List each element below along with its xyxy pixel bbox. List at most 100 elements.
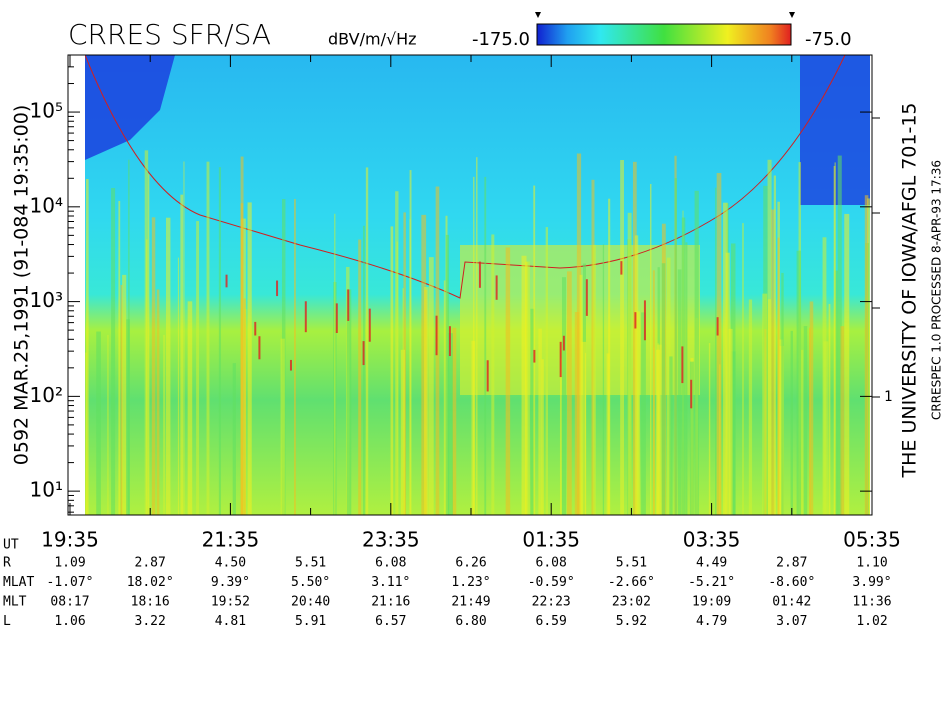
spectrogram-texture	[538, 328, 542, 515]
colorbar-min: -175.0	[472, 29, 530, 50]
spectrogram-texture	[677, 269, 682, 515]
spectrogram-texture	[652, 270, 655, 515]
spectrogram-texture	[335, 303, 338, 333]
spectrogram-texture	[762, 293, 768, 515]
ephemeris-value: -0.59°	[528, 575, 575, 590]
spectrogram-texture	[627, 212, 632, 515]
ephemeris-value: 4.79	[696, 614, 727, 629]
spectrogram-texture	[218, 167, 221, 515]
spectrogram-texture	[833, 165, 836, 515]
ephemeris-value: 21:49	[451, 595, 490, 610]
ephemeris-value: 19:52	[211, 595, 250, 610]
ephemeris-value: 1.09	[54, 556, 85, 571]
spectrogram-texture	[541, 359, 544, 515]
spectrogram-texture	[445, 234, 450, 515]
ephemeris-value: 1.10	[856, 556, 887, 571]
spectrogram-texture	[579, 274, 583, 515]
spectrogram-texture	[304, 301, 307, 333]
spectrogram-texture	[156, 289, 160, 515]
spectrogram-texture	[731, 243, 736, 515]
ephemeris-value: 01:42	[772, 595, 811, 610]
spectrogram-texture	[545, 227, 549, 515]
spectrogram-texture	[796, 250, 802, 515]
spectrogram-texture	[447, 333, 453, 515]
spectrogram-texture	[694, 190, 699, 515]
ephemeris-value: -1.07°	[47, 575, 94, 590]
ephemeris-value: 5.50°	[291, 575, 330, 590]
ephemeris-value: 6.57	[375, 614, 406, 629]
x-axis-title: UT	[3, 538, 19, 553]
spectrogram-texture	[725, 252, 730, 515]
spectrogram	[85, 55, 870, 515]
spectrogram-texture	[495, 275, 498, 300]
spectrogram-texture	[767, 299, 771, 515]
ephemeris-value: 4.49	[696, 556, 727, 571]
x-tick-label: 01:35	[522, 528, 580, 552]
ephemeris-value: 22:23	[532, 595, 571, 610]
spectrogram-texture	[666, 257, 671, 515]
spectrogram-texture	[294, 199, 296, 515]
ephemeris-value: 11:36	[852, 595, 891, 610]
ephemeris-value: 5.51	[616, 556, 647, 571]
spectrogram-texture	[559, 358, 562, 515]
spectrogram-texture	[180, 194, 184, 515]
spectrogram-texture	[148, 173, 150, 515]
spectrogram-texture	[289, 359, 292, 371]
ephemeris-value: 5.51	[295, 556, 326, 571]
spectrogram-texture	[748, 299, 753, 515]
ephemeris-value: -5.21°	[688, 575, 735, 590]
spectrogram-texture	[435, 315, 438, 356]
spectrogram-texture	[424, 287, 429, 515]
ephemeris-value: 9.39°	[211, 575, 250, 590]
spectrogram-texture	[823, 341, 829, 515]
ephemeris-value: 18:16	[131, 595, 170, 610]
spectrogram-texture	[254, 321, 257, 336]
y-tick-label: 10³	[30, 288, 63, 312]
spectrogram-texture	[773, 175, 776, 515]
spectrogram-texture	[177, 257, 179, 515]
x-tick-label: 21:35	[202, 528, 260, 552]
spectrogram-texture	[247, 202, 252, 515]
x-tick-label: 19:35	[41, 528, 99, 552]
spectrogram-texture	[358, 239, 362, 515]
x-tick-label: 03:35	[683, 528, 741, 552]
ephemeris-value: 4.50	[215, 556, 246, 571]
spectrogram-texture	[655, 349, 661, 515]
spectrogram-texture	[778, 339, 784, 515]
ephemeris-value: -8.60°	[768, 575, 815, 590]
spectrogram-texture	[107, 334, 109, 515]
spectrogram-texture	[834, 270, 839, 515]
spectrogram-texture	[144, 150, 149, 515]
spectrogram-texture	[566, 271, 572, 515]
ephemeris-value: 6.59	[536, 614, 567, 629]
spectrogram-texture	[243, 298, 246, 515]
ephemeris-value: 21:16	[371, 595, 410, 610]
spectrogram-texture	[533, 349, 536, 363]
spectrogram-texture	[674, 178, 677, 515]
spectrogram-texture	[471, 340, 476, 515]
spectrogram-texture	[187, 301, 193, 515]
spectrogram-texture	[592, 244, 596, 515]
spectrogram-texture	[96, 331, 101, 515]
spectrogram-texture	[346, 289, 352, 515]
spectrogram-texture	[777, 237, 780, 515]
spectrogram-texture	[561, 277, 567, 515]
ephemeris-value: 3.07	[776, 614, 807, 629]
spectrogram-texture	[484, 176, 487, 515]
spectrogram-texture	[828, 303, 831, 515]
x-tick-label: 05:35	[843, 528, 901, 552]
left-caption: 0592 MAR.25,1991 (91-084 19:35:00)	[11, 105, 33, 465]
spectrogram-texture	[128, 159, 130, 515]
spectrogram-texture	[809, 301, 814, 515]
spectrogram-texture	[276, 280, 279, 297]
right-caption-2: CRRESPEC 1.0 PROCESSED 8-APR-93 17:36	[930, 160, 944, 420]
ephemeris-value: 4.81	[215, 614, 246, 629]
spectrogram-texture	[476, 157, 478, 515]
spectrogram-texture	[334, 213, 336, 515]
spectrogram-texture	[715, 187, 717, 515]
ephemeris-value: 2.87	[776, 556, 807, 571]
ephemeris-value: 1.06	[54, 614, 85, 629]
spectrogram-texture	[151, 217, 156, 515]
ephemeris-value: 08:17	[50, 595, 89, 610]
